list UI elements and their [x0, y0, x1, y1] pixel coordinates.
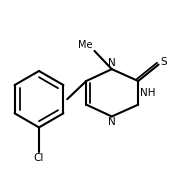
Text: NH: NH [140, 88, 155, 98]
Text: N: N [108, 117, 116, 127]
Text: N: N [108, 58, 116, 68]
Text: S: S [160, 57, 167, 67]
Text: Cl: Cl [34, 153, 44, 163]
Text: Me: Me [78, 39, 92, 50]
